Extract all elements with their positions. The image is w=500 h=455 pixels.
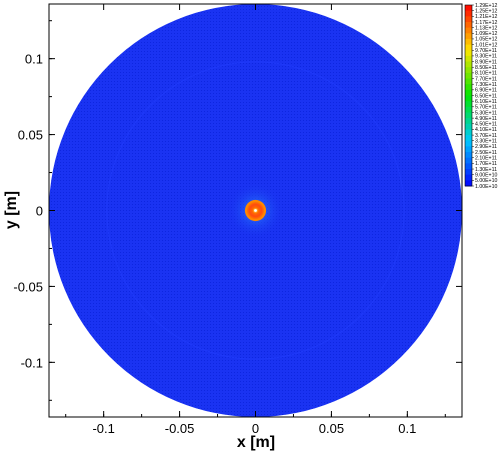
colorbar-swatch — [465, 27, 472, 34]
colorbar-label: 8.10E+11 — [475, 71, 497, 77]
colorbar-swatch — [465, 129, 472, 136]
colorbar-label: 4.90E+11 — [475, 116, 497, 122]
colorbar-swatch — [465, 5, 472, 12]
colorbar-swatch — [465, 106, 472, 113]
colorbar-swatch — [465, 38, 472, 46]
colorbar-label: 5.70E+11 — [475, 105, 497, 111]
colorbar-swatch — [465, 135, 472, 142]
colorbar-swatch — [465, 163, 472, 170]
colorbar-swatch — [465, 10, 472, 17]
colorbar-swatch — [465, 78, 472, 85]
colorbar-label: 1.17E+12 — [475, 20, 497, 26]
colorbar-label: 4.10E+11 — [475, 127, 497, 133]
hotspot-center — [254, 209, 257, 212]
colorbar-label: 3.30E+11 — [475, 139, 497, 145]
colorbar-swatch — [465, 84, 472, 91]
colorbar-swatch — [465, 50, 472, 57]
y-tick-label: 0 — [36, 204, 43, 219]
colorbar-label: 9.70E+11 — [475, 48, 497, 54]
colorbar-label: 8.50E+11 — [475, 65, 497, 71]
colorbar-label: 4.50E+11 — [475, 122, 497, 128]
x-axis-title: x [m] — [237, 434, 275, 451]
plot-area — [48, 3, 463, 418]
y-tick-label: 0.05 — [18, 128, 43, 143]
colorbar-label: 1.00E+10 — [475, 184, 497, 190]
colorbar-swatch — [465, 16, 472, 23]
colorbar-swatch — [465, 169, 472, 176]
colorbar-label: 6.90E+11 — [475, 88, 497, 94]
colorbar-label: 1.29E+12 — [475, 3, 497, 9]
x-axis: -0.1 -0.05 0 0.05 0.1 — [65, 4, 446, 436]
colorbar-swatch — [465, 140, 472, 147]
colorbar-swatch — [465, 123, 472, 130]
colorbar: 1.29E+121.25E+121.21E+121.17E+121.13E+12… — [464, 3, 497, 190]
colorbar-label: 9.30E+11 — [475, 54, 497, 60]
colorbar-label: 2.10E+11 — [475, 156, 497, 162]
colorbar-swatch — [465, 118, 472, 125]
colorbar-swatch — [465, 44, 472, 51]
colorbar-label: 6.50E+11 — [475, 93, 497, 99]
colorbar-swatch — [465, 152, 472, 159]
x-tick-label: 0 — [252, 421, 259, 436]
colorbar-swatch — [465, 101, 472, 108]
colorbar-label: 1.01E+12 — [475, 42, 497, 48]
colorbar-swatch — [465, 72, 472, 80]
colorbar-swatch — [465, 174, 472, 181]
colorbar-label: 7.70E+11 — [475, 76, 497, 82]
x-tick-label: 0.1 — [398, 421, 416, 436]
colorbar-label: 1.70E+11 — [475, 161, 497, 167]
y-tick-label: 0.1 — [25, 52, 43, 67]
colorbar-swatch — [465, 112, 472, 119]
colorbar-label: 6.10E+11 — [475, 99, 497, 105]
colorbar-label: 1.21E+12 — [475, 14, 497, 20]
colorbar-label: 2.90E+11 — [475, 144, 497, 150]
colorbar-swatch — [465, 180, 472, 187]
colorbar-swatch — [465, 61, 472, 68]
x-tick-label: 0.05 — [319, 421, 344, 436]
colorbar-label: 1.05E+12 — [475, 37, 497, 43]
colorbar-swatch — [465, 89, 472, 96]
colorbar-label: 1.25E+12 — [475, 8, 497, 14]
x-tick-label: -0.05 — [165, 421, 195, 436]
mesh-ring — [106, 61, 405, 360]
colorbar-swatch — [465, 21, 472, 29]
colorbar-label: 7.30E+11 — [475, 82, 497, 88]
colorbar-swatch — [465, 33, 472, 40]
colorbar-label: 1.30E+11 — [475, 167, 497, 173]
colorbar-swatch — [465, 146, 472, 153]
colorbar-label: 3.70E+11 — [475, 133, 497, 139]
colorbar-swatch — [465, 55, 472, 63]
colorbar-swatch — [465, 157, 472, 164]
colorbar-label: 5.00E+10 — [475, 178, 497, 184]
x-tick-label: -0.1 — [92, 421, 114, 436]
colorbar-label: 9.00E+10 — [475, 172, 497, 178]
colorbar-swatch — [465, 67, 472, 74]
colorbar-label: 1.09E+12 — [475, 31, 497, 37]
y-tick-label: -0.05 — [13, 279, 43, 294]
y-axis: 0.1 0.05 0 -0.05 -0.1 — [13, 20, 462, 401]
colorbar-swatch — [465, 95, 472, 102]
colorbar-label: 8.90E+11 — [475, 59, 497, 65]
colorbar-label: 5.30E+11 — [475, 110, 497, 116]
y-axis-title: y [m] — [3, 191, 20, 229]
colorbar-label: 2.50E+11 — [475, 150, 497, 156]
colorbar-label: 1.13E+12 — [475, 25, 497, 31]
y-tick-label: -0.1 — [21, 355, 43, 370]
